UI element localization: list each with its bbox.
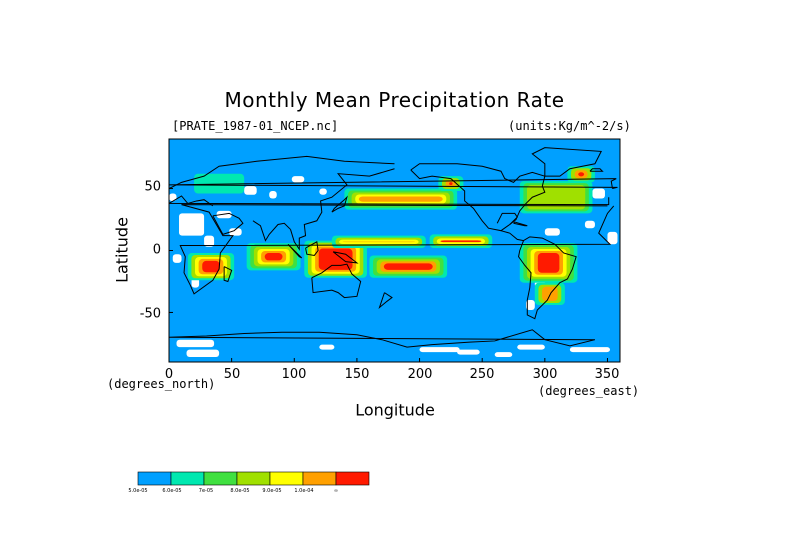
y-tick-0: 0 <box>152 242 161 258</box>
precip-eurasia <box>194 173 245 194</box>
no-data-block-16 <box>544 228 560 236</box>
y-tick-50: 50 <box>144 179 161 195</box>
colorbar-swatch-1 <box>170 471 205 486</box>
x-tick-100: 100 <box>281 367 307 382</box>
coast-sumatra <box>287 243 303 259</box>
coast-gulf-mexico <box>496 212 518 225</box>
coast-cuba <box>513 221 528 227</box>
coast-nz <box>378 292 393 309</box>
precip-layer <box>169 166 618 358</box>
precip-maritime-continent <box>318 248 353 270</box>
no-data-block-18 <box>176 339 215 348</box>
coast-greenland <box>531 147 602 177</box>
colorbar-label-0: 5.0e-05 <box>128 488 148 494</box>
colorbar <box>137 471 370 486</box>
x-unit-label: (degrees_north) <box>107 377 216 391</box>
coast-borneo <box>305 241 319 256</box>
x-tick-300: 300 <box>532 367 558 382</box>
coast-se-asia <box>290 168 395 251</box>
coast-eurasia-north <box>169 155 395 190</box>
no-data-block-10 <box>319 188 327 195</box>
precip-north-atlantic <box>526 185 586 210</box>
precip-indian-ocean <box>264 252 283 261</box>
colorbar-swatch-5 <box>302 471 337 486</box>
coast-north-america <box>410 163 546 232</box>
x-tick-150: 150 <box>344 367 370 382</box>
x-tick-200: 200 <box>407 367 433 382</box>
precip-north-pacific <box>358 196 443 202</box>
coast-arabia <box>212 212 244 236</box>
coastlines <box>169 147 618 348</box>
coast-antarctica <box>169 329 596 348</box>
file-name-label: [PRATE_1987-01_NCEP.nc] <box>172 119 339 133</box>
no-data-block-1 <box>204 235 215 247</box>
coast-india <box>252 220 291 242</box>
no-data-block-9 <box>269 191 277 199</box>
no-data-block-23 <box>517 344 545 350</box>
no-data-block-19 <box>186 349 220 358</box>
precip-iceland <box>578 172 585 177</box>
coast-australia <box>311 263 362 299</box>
x-tick-350: 350 <box>594 367 620 382</box>
colorbar-label-1: 6.0e-05 <box>162 488 182 494</box>
x-tick-250: 250 <box>469 367 495 382</box>
colorbar-swatch-4 <box>269 471 304 486</box>
no-data-block-13 <box>592 188 605 199</box>
colorbar-swatch-3 <box>236 471 271 486</box>
coast-madagascar <box>223 266 233 283</box>
no-data-block-12 <box>526 300 535 310</box>
precip-south-america <box>537 252 560 273</box>
no-data-block-7 <box>172 254 182 263</box>
no-data-block-24 <box>569 347 610 353</box>
coast-africa <box>179 204 615 295</box>
y-tick-minus-50: -50 <box>139 306 161 322</box>
no-data-block-17 <box>169 193 177 201</box>
colorbar-swatch-2 <box>203 471 238 486</box>
precip-south-atlantic <box>542 286 558 302</box>
units-label: (units:Kg/m^-2/s) <box>508 119 631 133</box>
colorbar-swatch-0 <box>137 471 172 486</box>
y-unit-label: (degrees_east) <box>538 384 640 398</box>
colorbar-label-4: 9.0e-05 <box>262 488 282 494</box>
precip-gulf-of-alaska <box>449 182 453 186</box>
colorbar-label-3: 8.0e-05 <box>230 488 250 494</box>
colorbar-label-6: ∞ <box>333 488 339 494</box>
colorbar-label-2: 7e-05 <box>198 488 214 494</box>
x-tick-0: 0 <box>164 367 174 382</box>
coast-south-america <box>517 236 577 320</box>
y-axis-label: Latitude <box>112 217 132 283</box>
coast-central-america <box>500 230 524 242</box>
colorbar-label-5: 1.0e-04 <box>294 488 314 494</box>
coast-uk <box>169 178 618 190</box>
no-data-block-8 <box>291 176 305 183</box>
chart-title: Monthly Mean Precipitation Rate <box>224 88 565 112</box>
no-data-block-14 <box>607 231 618 245</box>
coast-europe <box>169 195 610 207</box>
no-data-block-21 <box>419 347 460 353</box>
no-data-block-4 <box>244 186 257 195</box>
precip-itcz-east <box>440 240 482 243</box>
precip-africa <box>202 260 220 273</box>
precip-spcz <box>383 263 433 270</box>
coast-japan <box>331 195 348 213</box>
coast-iceland <box>589 168 604 172</box>
no-data-block-25 <box>494 352 513 358</box>
colorbar-swatch-6 <box>335 471 370 486</box>
no-data-block-15 <box>584 220 595 229</box>
no-data-block-22 <box>457 349 480 355</box>
no-data-block-0 <box>179 213 205 236</box>
tick-marks <box>168 188 608 362</box>
x-tick-50: 50 <box>223 367 241 382</box>
no-data-block-3 <box>229 228 242 236</box>
no-data-block-20 <box>319 344 335 350</box>
x-axis-label: Longitude <box>355 400 435 420</box>
coast-new-guinea <box>332 251 359 264</box>
